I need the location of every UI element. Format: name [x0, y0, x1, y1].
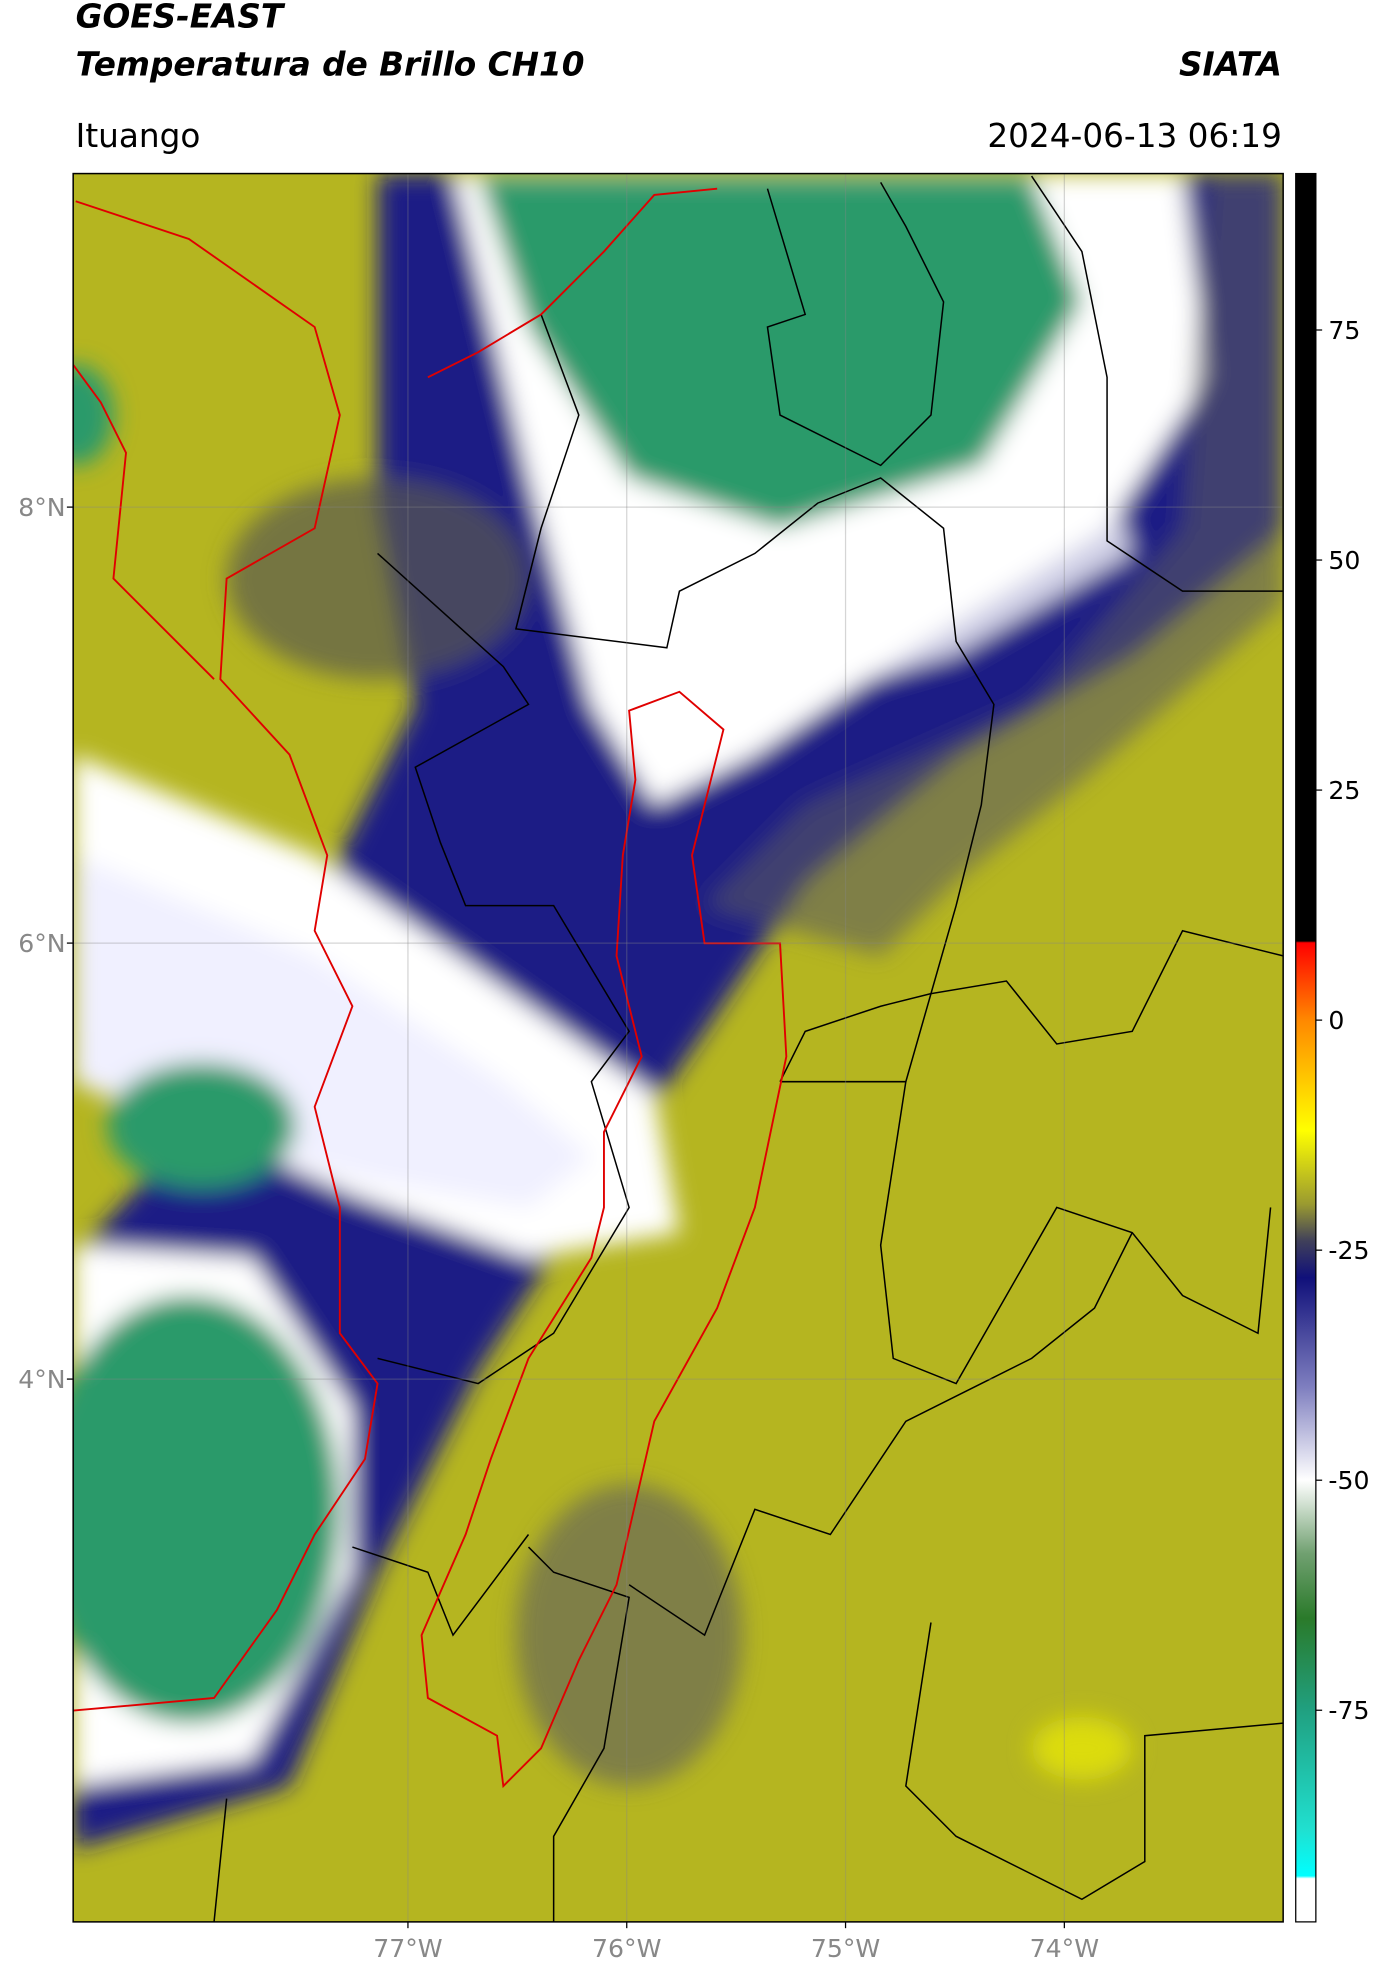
- colorbar-tick-label: 25: [1328, 776, 1360, 805]
- x-tick-label: 74°W: [1030, 1934, 1100, 1963]
- boundaries: [213, 175, 1284, 1922]
- colorbar-tick-label: -25: [1328, 1236, 1369, 1265]
- colorbar-tick-label: 50: [1328, 546, 1360, 575]
- source: SIATA: [1179, 45, 1282, 83]
- region-outline: [420, 690, 788, 1789]
- colorbar-tick-label: 0: [1328, 1006, 1344, 1035]
- colorbar-tick-label: -75: [1328, 1696, 1369, 1725]
- coastline: [73, 187, 718, 1712]
- title: GOES-EAST: [76, 0, 286, 36]
- x-tick-label: 77°W: [373, 1934, 443, 1963]
- colorbar-tick-label: 75: [1328, 316, 1360, 345]
- satellite-image: [73, 173, 1284, 1922]
- x-tick-label: 76°W: [592, 1934, 662, 1963]
- colorbar-tick-label: -50: [1328, 1466, 1369, 1495]
- subtitle: Temperatura de Brillo CH10: [76, 45, 585, 83]
- map-frame: [72, 172, 1284, 1923]
- x-tick-label: 75°W: [811, 1934, 881, 1963]
- datetime: 2024-06-13 06:19: [987, 117, 1282, 155]
- y-tick-label: 8°N: [18, 493, 65, 522]
- y-tick-label: 6°N: [18, 929, 65, 958]
- y-tick-label: 4°N: [18, 1365, 65, 1394]
- location: Ituango: [76, 117, 201, 155]
- colorbar: [1295, 172, 1317, 1923]
